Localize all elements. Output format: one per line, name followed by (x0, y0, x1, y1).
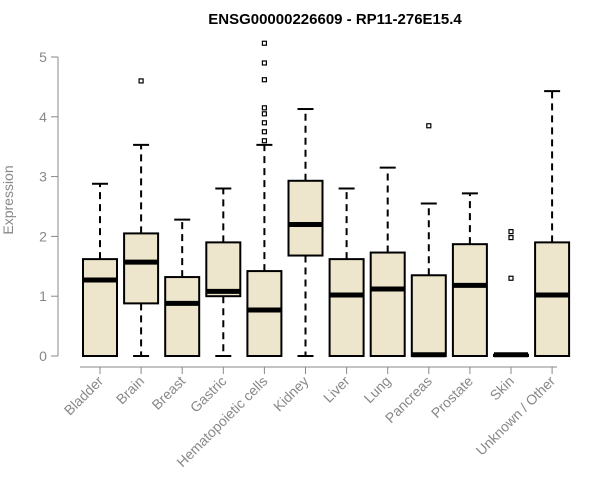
chart-title: ENSG00000226609 - RP11-276E15.4 (208, 11, 462, 28)
outlier-point (261, 40, 267, 46)
box-rect (369, 251, 406, 358)
box-rect (534, 241, 571, 358)
box-rect (246, 270, 283, 358)
box-rect (328, 258, 365, 357)
outlier-point (508, 234, 514, 241)
y-axis-ticks: 0 1 2 3 4 5 (39, 49, 58, 364)
outlier-point (261, 129, 267, 135)
y-tick-label: 4 (39, 109, 47, 125)
outlier-point (261, 60, 267, 66)
outlier-point (261, 120, 267, 126)
box-bladder (82, 182, 118, 357)
box-unknown-other (534, 90, 571, 358)
box-rect (205, 241, 242, 298)
y-tick-label: 3 (39, 169, 47, 185)
y-axis-label: Expression (0, 165, 16, 234)
outlier-point (261, 138, 267, 144)
box-rect (287, 179, 324, 257)
outlier-point (426, 123, 432, 129)
x-tick-label: Skin (487, 373, 518, 404)
box-liver (328, 187, 365, 357)
box-skin (493, 229, 529, 358)
y-tick-label: 2 (39, 228, 47, 244)
box-rect (410, 274, 447, 357)
outlier-point (261, 77, 267, 83)
boxes-group (82, 40, 571, 358)
x-tick-label: Kidney (270, 373, 312, 415)
y-tick-label: 5 (39, 49, 47, 65)
box-breast (164, 218, 201, 357)
box-brain (123, 78, 160, 357)
x-tick-label: Lung (360, 373, 393, 406)
box-pancreas (410, 123, 447, 358)
box-kidney (287, 108, 324, 357)
box-gastric (205, 187, 242, 357)
box-prostate (451, 192, 488, 357)
outlier-point (261, 111, 267, 117)
outlier-point (508, 275, 514, 281)
outlier-point (138, 78, 144, 84)
outlier-point (508, 229, 514, 235)
x-tick-label: Prostate (428, 373, 476, 421)
x-tick-label: Liver (320, 373, 353, 406)
x-tick-label: Breast (148, 373, 188, 413)
box-rect (164, 276, 201, 357)
box-rect (451, 243, 488, 357)
box-hematopoietic-cells (246, 40, 283, 358)
y-tick-label: 1 (39, 288, 47, 304)
x-tick-label: Brain (113, 373, 147, 407)
box-rect (82, 258, 118, 357)
y-tick-label: 0 (39, 348, 47, 364)
x-tick-label: Bladder (61, 373, 107, 419)
box-rect (123, 232, 160, 305)
box-lung (369, 166, 406, 358)
outlier-point (261, 105, 267, 111)
